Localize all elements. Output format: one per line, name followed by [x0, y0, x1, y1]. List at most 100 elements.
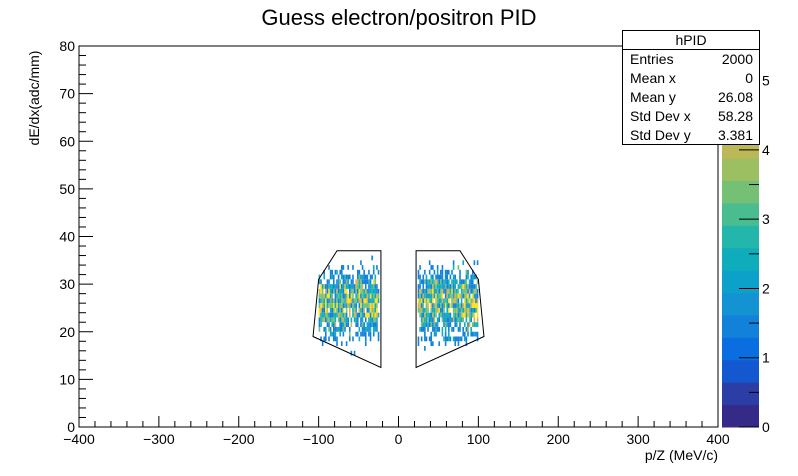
heatmap-cell	[420, 307, 423, 313]
heatmap-cell	[448, 336, 450, 342]
heatmap-cell	[358, 298, 361, 304]
heatmap-cell	[433, 269, 436, 275]
heatmap-cell	[465, 326, 468, 332]
heatmap-cell	[473, 288, 476, 294]
heatmap-cell	[360, 307, 362, 313]
heatmap-cell	[318, 288, 321, 294]
y-tick-label: 10	[59, 371, 75, 387]
heatmap-cell	[352, 312, 354, 318]
heatmap-cell	[323, 307, 326, 313]
heatmap-cell	[372, 284, 375, 289]
heatmap-cell	[376, 307, 378, 313]
heatmap-cells	[318, 255, 479, 356]
heatmap-cell	[337, 274, 340, 280]
heatmap-cell	[459, 307, 461, 313]
heatmap-cell	[417, 274, 420, 280]
heatmap-cell	[320, 288, 322, 294]
heatmap-cell	[435, 331, 437, 337]
stats-label: Mean x	[630, 70, 676, 86]
heatmap-cell	[355, 317, 357, 323]
heatmap-cell	[463, 284, 466, 289]
heatmap-cell	[468, 298, 471, 304]
heatmap-cell	[468, 317, 471, 323]
heatmap-cell	[371, 307, 373, 313]
heatmap-cell	[470, 307, 472, 313]
heatmap-cell	[449, 274, 452, 280]
heatmap-cell	[376, 326, 378, 332]
heatmap-cell	[356, 317, 359, 323]
heatmap-cell	[422, 274, 425, 280]
heatmap-cell	[342, 317, 345, 323]
heatmap-cell	[451, 317, 453, 323]
heatmap-cell	[440, 298, 442, 304]
heatmap-cell	[470, 317, 472, 323]
heatmap-cell	[377, 312, 380, 318]
heatmap-cell	[353, 350, 356, 356]
heatmap-cell	[318, 298, 321, 304]
heatmap-cell	[430, 336, 433, 342]
heatmap-cell	[446, 279, 449, 285]
heatmap-cell	[425, 293, 428, 299]
heatmap-cell	[420, 322, 423, 327]
heatmap-cell	[369, 336, 372, 342]
heatmap-cell	[424, 312, 426, 318]
heatmap-cell	[444, 279, 447, 285]
heatmap-cell	[440, 274, 442, 280]
heatmap-cell	[350, 298, 353, 304]
heatmap-cell	[334, 288, 337, 294]
heatmap-cell	[368, 312, 370, 318]
heatmap-cell	[459, 274, 461, 280]
heatmap-cell	[433, 284, 436, 289]
heatmap-cell	[377, 293, 380, 299]
heatmap-cell	[340, 293, 343, 299]
heatmap-cell	[462, 331, 464, 337]
heatmap-cell	[443, 336, 445, 342]
heatmap-cell	[320, 336, 322, 342]
heatmap-cell	[417, 298, 420, 304]
heatmap-cell	[363, 269, 365, 275]
heatmap-cell	[428, 284, 431, 289]
heatmap-cell	[325, 307, 327, 313]
heatmap-cell	[369, 279, 372, 285]
heatmap-cell	[433, 288, 436, 294]
heatmap-cell	[376, 312, 378, 318]
heatmap-cell	[430, 317, 433, 323]
heatmap-cell	[360, 312, 362, 318]
heatmap-cell	[459, 326, 461, 332]
heatmap-cell	[368, 331, 370, 337]
heatmap-cell	[471, 284, 474, 289]
heatmap-cell	[377, 298, 380, 304]
heatmap-cell	[448, 284, 450, 289]
heatmap-cell	[350, 317, 353, 323]
heatmap-cell	[448, 269, 450, 275]
stats-value: 58.28	[717, 108, 753, 124]
heatmap-cell	[333, 279, 335, 285]
heatmap-cell	[366, 322, 369, 327]
heatmap-cell	[457, 336, 460, 342]
stats-value: 0	[745, 70, 753, 86]
heatmap-cell	[326, 288, 329, 294]
heatmap-cell	[329, 288, 332, 294]
heatmap-cell	[430, 288, 433, 294]
heatmap-cell	[436, 279, 439, 285]
heatmap-cell	[350, 288, 353, 294]
heatmap-cell	[424, 346, 426, 351]
heatmap-cell	[462, 260, 464, 266]
heatmap-cell	[460, 298, 463, 304]
heatmap-cell	[336, 288, 338, 294]
heatmap-cell	[376, 293, 378, 299]
heatmap-cell	[422, 312, 425, 318]
heatmap-cell	[356, 312, 359, 318]
palette-band	[722, 225, 759, 249]
heatmap-cell	[336, 279, 338, 285]
stats-row-std-y: Std Dev y 3.381	[623, 126, 759, 145]
heatmap-cell	[356, 284, 359, 289]
heatmap-cell	[430, 274, 433, 280]
heatmap-cell	[425, 303, 428, 308]
heatmap-cell	[422, 326, 425, 332]
heatmap-cell	[444, 269, 447, 275]
x-tick-label: 300	[626, 431, 650, 447]
heatmap-cell	[368, 317, 370, 323]
heatmap-cell	[462, 279, 464, 285]
heatmap-cell	[348, 326, 351, 332]
